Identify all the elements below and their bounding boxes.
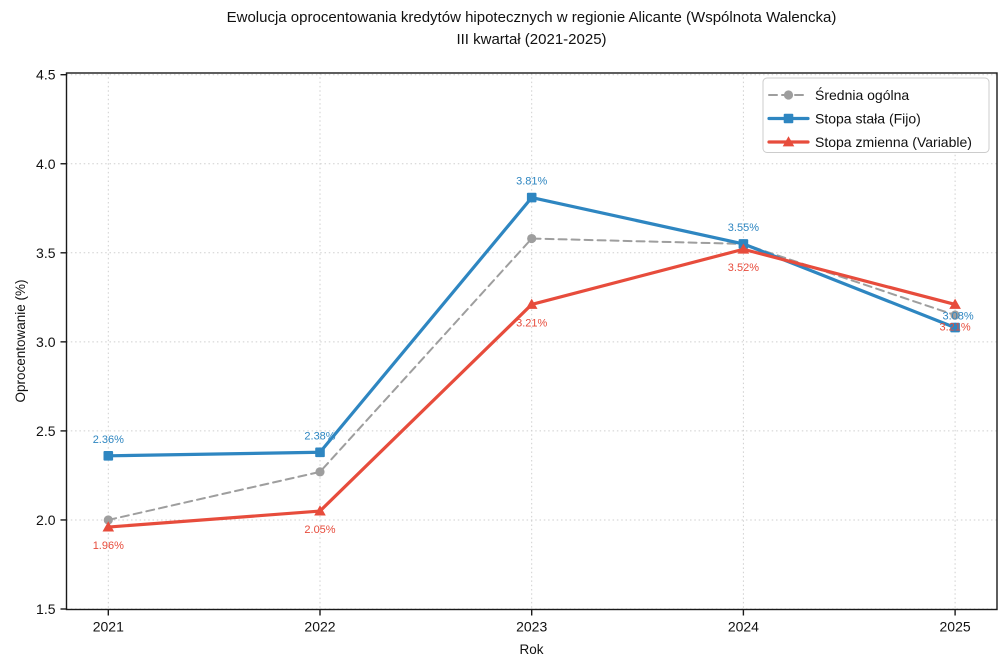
point-label-stopa-zmienna-variable: 3.21% (516, 317, 547, 329)
y-tick-label: 2.0 (36, 512, 56, 528)
y-tick-label: 2.5 (36, 423, 56, 439)
triangle-marker-stopa-zmienna-variable (525, 298, 538, 309)
legend: Średnia ogólna Stopa stała (Fijo) Stopa zm… (762, 77, 990, 153)
y-tick-label: 4.0 (36, 156, 56, 172)
point-label-stopa-stala-fijo: 3.81% (516, 176, 547, 188)
circle-marker-srednia-ogolna (315, 467, 325, 477)
legend-box (762, 77, 990, 153)
legend-square-icon (783, 113, 794, 124)
legend-item-srednia-ogolna: Średnia ogólna (768, 86, 909, 103)
point-label-stopa-zmienna-variable: 2.05% (304, 524, 335, 536)
point-labels-stopa-zmienna-variable: 1.96% 2.05% 3.21% 3.52% 3.21% (93, 262, 971, 552)
y-tick-label: 3.5 (36, 245, 56, 261)
square-marker-stopa-stala-fijo (526, 192, 537, 203)
x-tick-label: 2023 (516, 619, 547, 635)
square-marker-stopa-stala-fijo (315, 447, 325, 458)
legend-label-stopa-stala-fijo: Stopa stała (Fijo) (815, 111, 921, 127)
triangle-marker-stopa-zmienna-variable (949, 298, 961, 309)
square-marker-stopa-stala-fijo (950, 322, 960, 333)
point-label-stopa-zmienna-variable: 1.96% (93, 540, 124, 552)
triangle-marker-stopa-zmienna-variable (737, 243, 750, 254)
x-tick-label: 2024 (728, 619, 759, 635)
axis-ticks: 1.5 2.0 2.5 3.0 3.5 4.0 4.5 2021 2022 2023 2024 202… (36, 67, 971, 635)
triangle-marker-stopa-zmienna-variable (102, 521, 115, 532)
circle-marker-srednia-ogolna (950, 310, 960, 320)
x-axis-label: Rok (519, 642, 544, 657)
series-stopa-zmienna-variable (102, 243, 961, 532)
circle-marker-srednia-ogolna (103, 515, 113, 525)
legend-triangle-icon (782, 136, 795, 147)
point-label-stopa-zmienna-variable: 3.52% (728, 262, 759, 274)
y-tick-label: 1.5 (36, 601, 56, 617)
point-label-stopa-stala-fijo: 3.08% (942, 311, 973, 323)
x-tick-label: 2022 (304, 619, 335, 635)
circle-marker-srednia-ogolna (527, 233, 537, 244)
y-tick-label: 4.5 (36, 67, 56, 83)
point-label-stopa-stala-fijo: 3.55% (728, 222, 759, 234)
point-label-stopa-stala-fijo: 2.38% (304, 430, 335, 442)
x-tick-label: 2021 (93, 619, 124, 635)
y-tick-label: 3.0 (36, 334, 56, 350)
legend-item-stopa-zmienna-variable: Stopa zmienna (Variable) (767, 134, 972, 150)
series-stopa-stala-fijo (103, 192, 960, 461)
legend-item-stopa-stala-fijo: Stopa stała (Fijo) (767, 111, 921, 127)
point-labels-stopa-stala-fijo: 2.36% 2.38% 3.81% 3.55% 3.08% (93, 176, 974, 446)
legend-label-srednia-ogolna: Średnia ogólna (815, 86, 909, 103)
legend-label-stopa-zmienna-variable: Stopa zmienna (Variable) (815, 134, 972, 150)
legend-circle-icon (783, 90, 794, 100)
gridlines (66, 73, 997, 610)
point-label-stopa-stala-fijo: 2.36% (93, 434, 124, 446)
chart-title: Ewolucja oprocentowania kredytów hipotec… (226, 9, 837, 26)
x-tick-label: 2025 (940, 619, 971, 635)
point-label-stopa-zmienna-variable: 3.21% (939, 321, 970, 333)
triangle-marker-stopa-zmienna-variable (314, 505, 326, 516)
chart-subtitle: III kwartał (2021-2025) (456, 31, 607, 48)
square-marker-stopa-stala-fijo (103, 451, 114, 461)
